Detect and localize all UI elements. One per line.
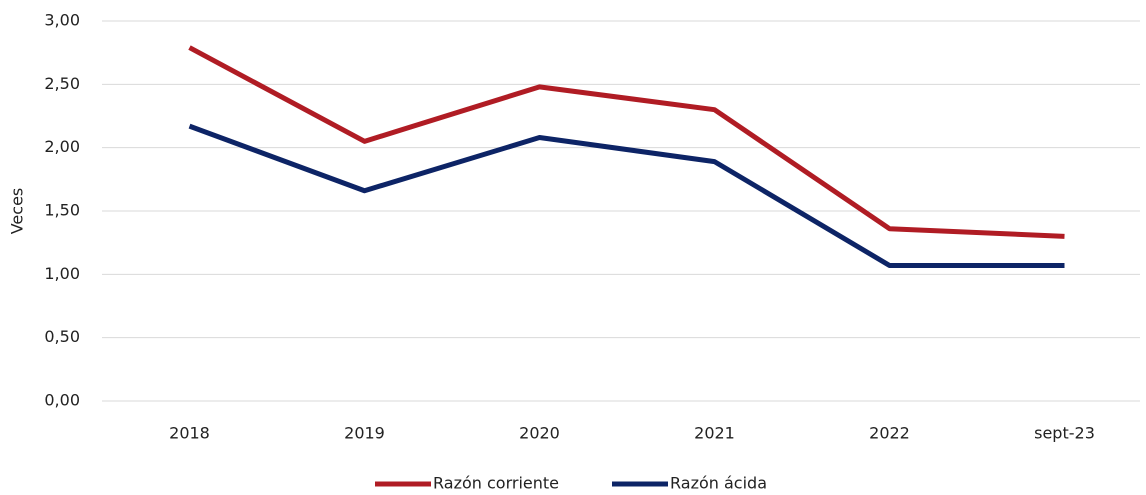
legend-label: Razón corriente	[433, 474, 559, 493]
line-series	[188, 45, 1065, 239]
y-tick-label: 1,00	[44, 264, 80, 283]
y-tick-label: 2,00	[44, 137, 80, 156]
x-tick-label: sept-23	[1034, 424, 1095, 443]
x-tick-label: 2022	[869, 424, 910, 443]
y-tick-label: 3,00	[44, 11, 80, 30]
y-axis-label: Veces	[8, 188, 27, 235]
x-tick-label: 2019	[344, 424, 385, 443]
legend-label: Razón ácida	[670, 474, 767, 493]
line-series	[188, 123, 1065, 268]
y-tick-label: 0,50	[44, 327, 80, 346]
x-tick-label: 2018	[169, 424, 210, 443]
y-tick-label: 0,00	[44, 391, 80, 410]
x-tick-label: 2021	[694, 424, 735, 443]
y-tick-label: 2,50	[44, 74, 80, 93]
y-tick-label: 1,50	[44, 201, 80, 220]
x-tick-label: 2020	[519, 424, 560, 443]
